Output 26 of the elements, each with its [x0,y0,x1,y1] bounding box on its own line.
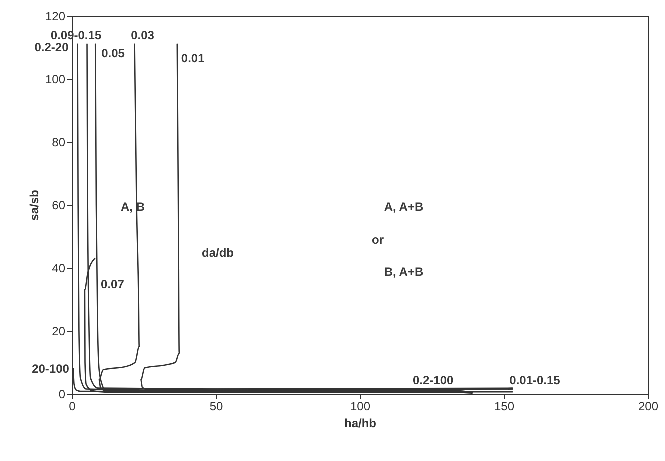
annotation: 20-100 [32,362,70,376]
y-tick-label: 60 [52,198,66,212]
annotation: 0.07 [101,278,125,292]
y-tick-label: 0 [58,388,66,402]
annotation: 0.01-0.15 [510,373,561,388]
y-tick-label: 100 [45,72,66,86]
annotation: 0.05 [102,46,126,60]
x-axis-title: ha/hb [344,416,376,430]
annotation: or [372,233,384,247]
y-tick-label: 40 [52,262,66,276]
x-tick-label: 200 [638,400,659,414]
annotation: 0.03 [131,28,155,42]
annotation: 0.01 [181,51,206,66]
y-tick-label: 20 [52,324,66,338]
x-tick-label: 50 [210,400,224,414]
annotation: 0.2-20 [34,40,70,54]
annotation: 0.2-100 [412,373,454,388]
annotation: A, A+B [384,200,424,214]
y-tick-label: 120 [45,10,66,24]
annotation: da/db [202,246,234,260]
x-tick-label: 0 [69,400,76,414]
annotation: B, A+B [384,265,424,279]
x-tick-label: 100 [350,400,371,414]
x-tick-label: 150 [494,400,515,414]
y-axis-title: sa/sb [27,190,42,221]
y-tick-label: 80 [52,136,66,150]
